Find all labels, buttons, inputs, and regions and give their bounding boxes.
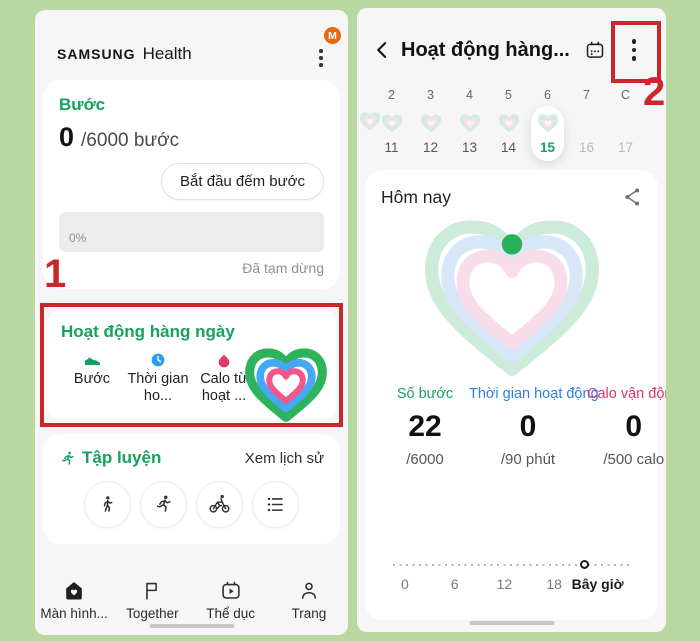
heart-progress-icon bbox=[459, 114, 480, 133]
timeline-labels: 0 6 12 18 Bây giờ bbox=[400, 576, 624, 592]
today-title: Hôm nay bbox=[381, 186, 452, 207]
date-17[interactable]: 17 bbox=[617, 140, 634, 155]
cycling-icon bbox=[209, 494, 230, 513]
kebab-menu-icon bbox=[310, 40, 332, 67]
fitness-video-icon bbox=[192, 579, 270, 602]
shoe-icon bbox=[61, 352, 123, 369]
exercise-title: Tập luyện bbox=[82, 448, 162, 468]
home-indicator bbox=[149, 624, 234, 628]
cycling-exercise-button[interactable] bbox=[196, 481, 243, 529]
steps-value-row: 0 /6000 bước bbox=[59, 122, 324, 153]
app-header: SAMSUNG Health M bbox=[35, 10, 348, 68]
heart-progress-icon bbox=[537, 114, 558, 133]
more-options-button[interactable] bbox=[628, 37, 640, 62]
metric-calories: Calo từ hoạt ... bbox=[193, 352, 255, 406]
day-column-mon: 2 11 bbox=[372, 88, 411, 161]
partial-heart-icon bbox=[359, 112, 381, 131]
daily-activity-detail-screen: Hoạt động hàng... 2 2 11 3 12 4 bbox=[357, 8, 666, 632]
more-options-button[interactable]: M bbox=[310, 27, 341, 68]
flag-icon bbox=[113, 579, 191, 602]
date-12[interactable]: 12 bbox=[414, 106, 447, 161]
day-column-thu: 5 14 bbox=[489, 88, 528, 161]
walking-exercise-button[interactable] bbox=[84, 481, 131, 529]
detail-header: Hoạt động hàng... bbox=[357, 8, 666, 66]
heart-progress-icon bbox=[498, 114, 519, 133]
today-summary-card: Hôm nay Số bước 22 /6000 Thời gian hoạt … bbox=[365, 170, 666, 620]
day-column-sun: C 17 bbox=[606, 88, 645, 161]
exercise-list-button[interactable] bbox=[252, 481, 299, 529]
steps-goal: /6000 bước bbox=[81, 130, 180, 151]
stat-active-time: Thời gian hoạt động 0 /90 phút bbox=[469, 386, 599, 468]
metric-active-time: Thời gian ho... bbox=[127, 352, 189, 406]
annotation-highlight-box-2 bbox=[611, 21, 661, 83]
heart-progress-icon bbox=[420, 114, 441, 133]
date-14[interactable]: 14 bbox=[492, 106, 525, 161]
steps-count: 0 bbox=[59, 122, 75, 152]
steps-card[interactable]: Bước 0 /6000 bước Bắt đầu đếm bước 0% Đã… bbox=[43, 80, 340, 289]
nav-item-together[interactable]: Together bbox=[113, 579, 191, 621]
running-exercise-button[interactable] bbox=[140, 481, 187, 529]
running-icon bbox=[156, 495, 171, 512]
start-step-counting-button[interactable]: Bắt đầu đếm bước bbox=[161, 163, 324, 200]
date-13[interactable]: 13 bbox=[453, 106, 486, 161]
daily-activity-heart-rings bbox=[417, 216, 607, 384]
back-button[interactable] bbox=[371, 39, 391, 61]
stat-steps: Số bước 22 /6000 bbox=[396, 386, 454, 468]
date-11[interactable]: 11 bbox=[375, 106, 408, 161]
clock-icon bbox=[127, 352, 189, 369]
heart-progress-icon bbox=[381, 114, 402, 133]
bottom-navigation: Màn hình... Together Thể dục Trang bbox=[35, 579, 348, 621]
day-column-sat: 7 16 bbox=[567, 88, 606, 161]
activity-stats: Số bước 22 /6000 Thời gian hoạt động 0 /… bbox=[381, 386, 666, 468]
runner-icon bbox=[62, 451, 74, 465]
app-title: Health bbox=[142, 44, 192, 63]
daily-activity-card[interactable]: Hoạt động hàng ngày Bước Thời gian ho... bbox=[47, 310, 336, 420]
steps-progress-percent: 0% bbox=[69, 231, 87, 245]
nav-item-profile[interactable]: Trang bbox=[270, 579, 348, 621]
day-timeline bbox=[393, 559, 630, 569]
calendar-icon bbox=[586, 41, 603, 58]
date-16[interactable]: 16 bbox=[578, 140, 595, 155]
metric-steps: Bước bbox=[61, 352, 123, 406]
walking-icon bbox=[103, 496, 113, 512]
detail-title: Hoạt động hàng... bbox=[401, 38, 570, 61]
nav-item-fitness[interactable]: Thể dục bbox=[192, 579, 270, 621]
share-icon bbox=[625, 188, 640, 206]
annotation-step-2: 2 bbox=[643, 70, 666, 114]
home-indicator bbox=[469, 621, 554, 625]
samsung-health-home-screen: SAMSUNG Health M Bước 0 /6000 bước Bắt đ… bbox=[35, 10, 348, 635]
flame-icon bbox=[193, 352, 255, 369]
annotation-step-1: 1 bbox=[44, 252, 67, 296]
day-column-wed: 4 13 bbox=[450, 88, 489, 161]
exercise-card: Tập luyện Xem lịch sử bbox=[43, 434, 340, 545]
view-history-link[interactable]: Xem lịch sử bbox=[244, 449, 324, 467]
day-column-tue: 3 12 bbox=[411, 88, 450, 161]
steps-progress-dot bbox=[501, 234, 522, 255]
activity-heart-rings-icon bbox=[243, 348, 329, 424]
date-15-selected[interactable]: 15 bbox=[531, 106, 564, 161]
daily-activity-title: Hoạt động hàng ngày bbox=[61, 322, 235, 341]
now-label: Bây giờ bbox=[571, 576, 624, 592]
annotation-highlight-box-1: Hoạt động hàng ngày Bước Thời gian ho... bbox=[40, 303, 343, 428]
samsung-logo: SAMSUNG bbox=[57, 46, 136, 62]
profile-badge[interactable]: M bbox=[324, 27, 341, 44]
share-button[interactable] bbox=[622, 186, 642, 208]
nav-item-home[interactable]: Màn hình... bbox=[35, 579, 113, 621]
day-column-fri-selected: 6 15 bbox=[528, 88, 567, 161]
week-calendar-strip: 2 11 3 12 4 13 5 14 bbox=[359, 88, 666, 161]
stat-calories: Calo vận động 0 /500 calo bbox=[587, 386, 666, 468]
back-chevron-icon bbox=[377, 42, 387, 58]
home-icon bbox=[35, 579, 113, 602]
calendar-button[interactable] bbox=[585, 40, 605, 61]
profile-icon bbox=[270, 579, 348, 602]
workout-list-icon bbox=[267, 497, 283, 512]
steps-card-title: Bước bbox=[59, 95, 106, 114]
steps-progress-bar: 0% bbox=[59, 212, 324, 252]
current-time-marker bbox=[580, 559, 590, 569]
steps-status: Đã tạm dừng bbox=[242, 260, 324, 276]
